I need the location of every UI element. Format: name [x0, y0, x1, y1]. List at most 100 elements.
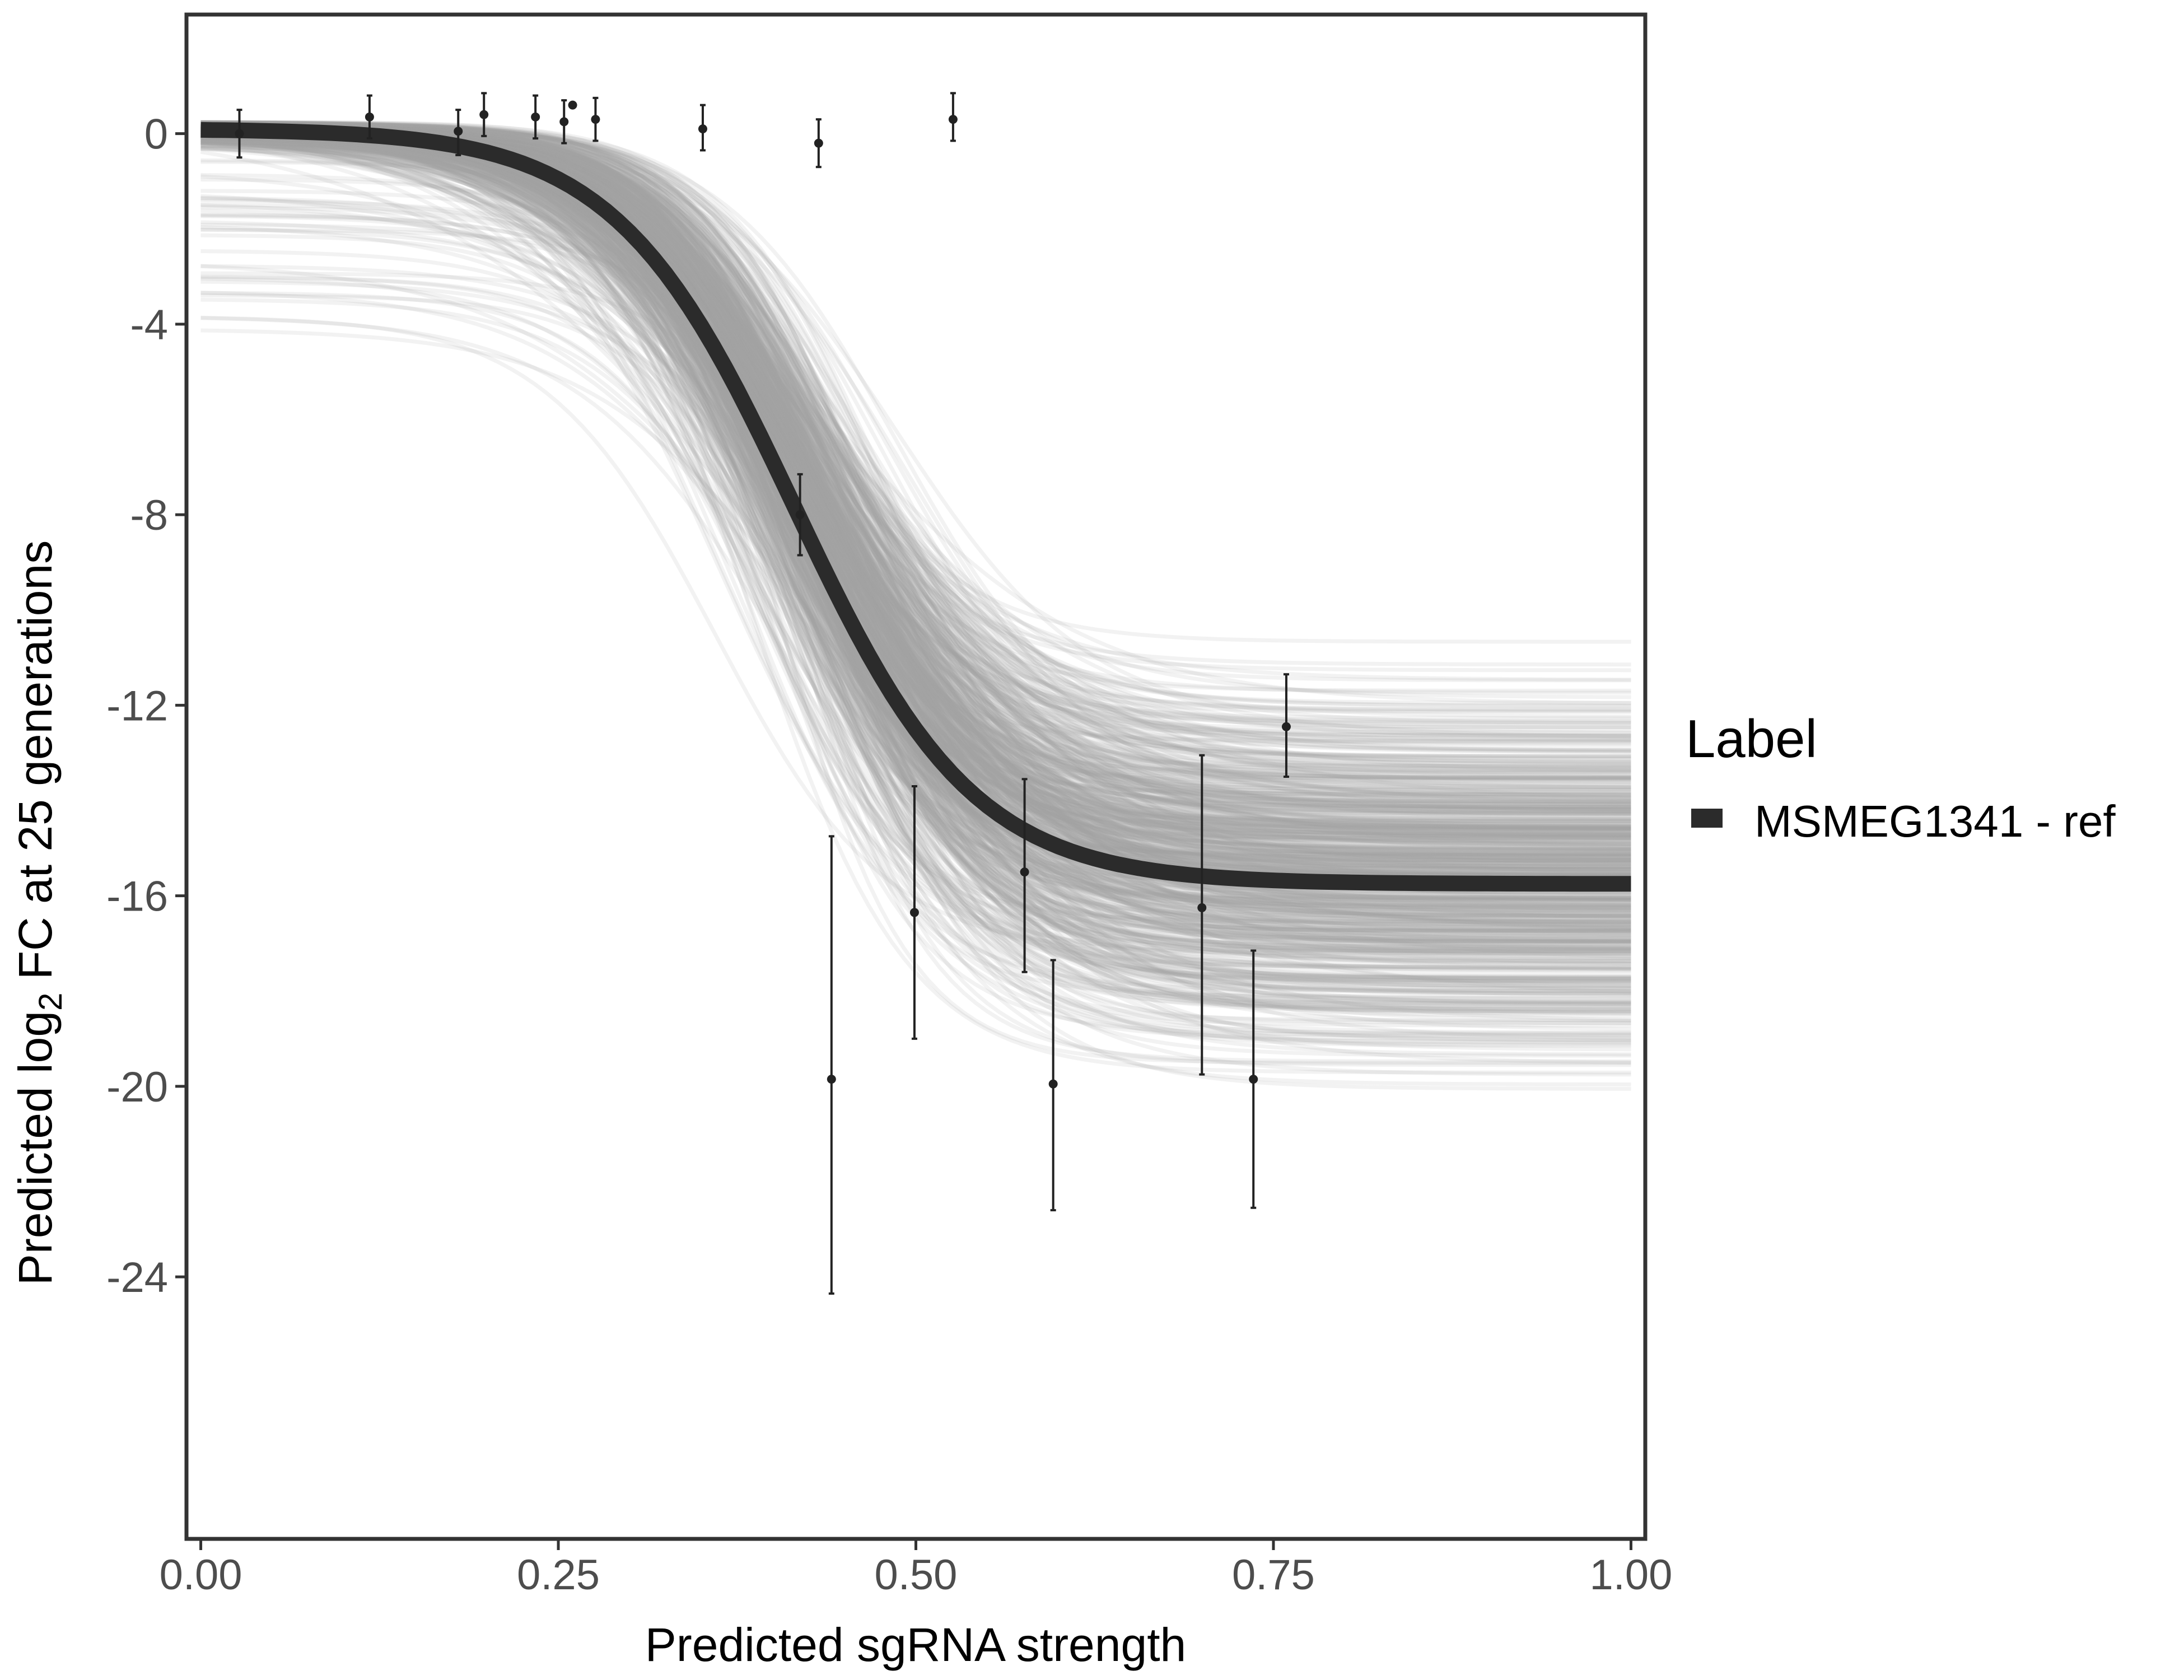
- point-marker: [454, 127, 463, 136]
- posterior-draw-line: [200, 133, 1631, 816]
- posterior-draw-line: [200, 125, 1631, 889]
- posterior-draw-line: [200, 132, 1631, 1018]
- posterior-draw-line: [200, 129, 1631, 944]
- posterior-draw-line: [200, 127, 1631, 949]
- data-point-3: [479, 92, 489, 137]
- posterior-draw-line: [200, 134, 1631, 1012]
- posterior-draw-line: [200, 131, 1631, 926]
- posterior-draw-line: [200, 124, 1631, 763]
- y-axis: 0 -4 -8 -12 -16 -20 -24: [106, 111, 186, 1301]
- posterior-draw-line: [200, 121, 1631, 830]
- posterior-draw-line: [200, 125, 1631, 713]
- posterior-draw-line: [200, 124, 1631, 836]
- posterior-draw-line: [200, 137, 1631, 912]
- data-point-5: [559, 99, 569, 144]
- legend-title: Label: [1686, 709, 1817, 769]
- posterior-draw-line: [200, 124, 1631, 900]
- posterior-draw-line: [200, 141, 1631, 965]
- posterior-draw-line: [200, 132, 1631, 966]
- posterior-draw-line: [200, 141, 1631, 800]
- posterior-draw-line: [200, 227, 1631, 820]
- posterior-draw-line: [200, 178, 1631, 955]
- posterior-draw-line: [200, 122, 1631, 869]
- posterior-draw-line: [200, 131, 1631, 918]
- posterior-draw-line: [200, 134, 1631, 829]
- posterior-draw-line: [200, 132, 1631, 787]
- posterior-draw-line: [200, 120, 1631, 1043]
- posterior-draw-line: [200, 128, 1631, 1032]
- posterior-draw-line: [200, 129, 1631, 877]
- posterior-draw-line: [200, 205, 1631, 667]
- posterior-draw-line: [200, 120, 1631, 852]
- posterior-draw-line: [200, 143, 1631, 902]
- posterior-draw-line: [200, 124, 1631, 838]
- posterior-draw-line: [200, 121, 1631, 774]
- posterior-draw-line: [200, 121, 1631, 815]
- data-point-7: [591, 96, 600, 142]
- data-point-14: [1020, 778, 1029, 973]
- posterior-draw-line: [200, 130, 1631, 1077]
- posterior-draw-line: [200, 146, 1631, 859]
- posterior-draw-line: [200, 124, 1631, 953]
- posterior-draw-line: [200, 123, 1631, 822]
- posterior-draw-line: [200, 316, 1631, 996]
- posterior-draw-line: [200, 126, 1631, 809]
- posterior-draw-line: [200, 122, 1631, 953]
- posterior-draw-line: [200, 276, 1631, 924]
- posterior-draw-line: [200, 143, 1631, 828]
- posterior-draw-line: [200, 134, 1631, 991]
- posterior-draw-line: [200, 123, 1631, 932]
- posterior-draw-line: [200, 124, 1631, 875]
- point-marker: [591, 115, 600, 124]
- posterior-draw-line: [200, 129, 1631, 918]
- posterior-draw-line: [200, 123, 1631, 840]
- posterior-draw-line: [200, 120, 1631, 871]
- posterior-draw-line: [200, 134, 1631, 952]
- posterior-draw-line: [200, 144, 1631, 735]
- x-tick-label: 0.75: [1232, 1551, 1315, 1599]
- posterior-draw-line: [200, 122, 1631, 900]
- point-marker: [827, 1075, 836, 1084]
- posterior-draw-line: [200, 123, 1631, 816]
- posterior-draw-line: [200, 124, 1631, 782]
- y-tick-label: -12: [106, 682, 168, 730]
- posterior-draw-line: [200, 194, 1631, 873]
- posterior-draw-line: [200, 127, 1631, 871]
- posterior-draw-line: [200, 147, 1631, 970]
- posterior-draw-line: [200, 128, 1631, 840]
- posterior-draw-line: [200, 198, 1631, 844]
- posterior-draw-line: [200, 123, 1631, 933]
- posterior-draw-line: [200, 128, 1631, 714]
- posterior-draw-line: [200, 130, 1631, 1025]
- posterior-draw-line: [200, 120, 1631, 869]
- posterior-draw-line: [200, 125, 1631, 812]
- posterior-draw-line: [200, 121, 1631, 804]
- posterior-draw-line: [200, 129, 1631, 847]
- y-tick-label: -20: [106, 1063, 168, 1111]
- posterior-draw-line: [200, 123, 1631, 862]
- posterior-draw-line: [200, 125, 1631, 810]
- posterior-draw-line: [200, 130, 1631, 742]
- posterior-draw-line: [200, 139, 1631, 988]
- posterior-draw-line: [200, 127, 1631, 771]
- x-tick-label: 0.25: [517, 1551, 600, 1599]
- posterior-draw-line: [200, 131, 1631, 806]
- posterior-draw-line: [200, 130, 1631, 811]
- posterior-draw-line: [200, 123, 1631, 1023]
- posterior-draw-line: [200, 135, 1631, 959]
- posterior-draw-line: [200, 129, 1631, 934]
- posterior-draw-line: [200, 315, 1631, 956]
- data-point-4: [531, 94, 540, 140]
- posterior-draw-line: [200, 120, 1631, 924]
- posterior-draw-line: [200, 122, 1631, 852]
- posterior-draw-line: [200, 124, 1631, 1005]
- posterior-draw-line: [200, 123, 1631, 735]
- data-point-11: [827, 835, 836, 1295]
- posterior-draw-line: [200, 127, 1631, 836]
- posterior-draw-line: [200, 138, 1631, 973]
- point-marker: [948, 115, 958, 124]
- posterior-draw-line: [200, 126, 1631, 872]
- posterior-draw-line: [200, 121, 1631, 772]
- posterior-draw-line: [200, 120, 1631, 723]
- posterior-draw-line: [200, 128, 1631, 1014]
